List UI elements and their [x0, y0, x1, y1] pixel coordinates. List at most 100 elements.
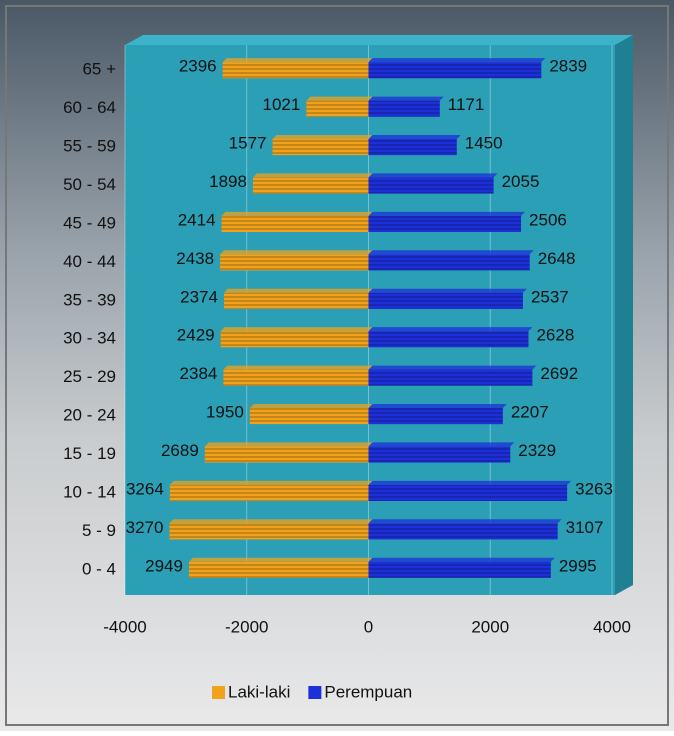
- x-tick-label: -4000: [103, 617, 146, 636]
- value-label: 2537: [531, 287, 569, 306]
- value-label: 3270: [126, 518, 164, 537]
- value-label: 3263: [575, 479, 613, 498]
- bar-top: [369, 97, 444, 101]
- y-tick-label: 15 - 19: [63, 444, 116, 463]
- y-tick-label: 25 - 29: [63, 367, 116, 386]
- y-tick-label: 20 - 24: [63, 406, 116, 425]
- bar-texture: [369, 293, 523, 309]
- value-label: 2839: [549, 57, 587, 76]
- value-label: 1450: [465, 134, 503, 153]
- plot-top: [125, 35, 633, 45]
- bar-top: [369, 481, 572, 485]
- bar-top: [220, 250, 372, 254]
- bar-texture: [369, 331, 529, 347]
- bar-texture: [169, 523, 368, 539]
- value-label: 2689: [161, 441, 199, 460]
- bar-top: [223, 58, 373, 62]
- bar-top: [170, 481, 373, 485]
- bar-texture: [369, 216, 522, 232]
- bar-texture: [369, 446, 511, 462]
- y-tick-label: 10 - 14: [63, 482, 116, 501]
- bar-top: [369, 404, 507, 408]
- value-label: 2329: [518, 441, 556, 460]
- plot-side: [615, 35, 633, 595]
- x-tick-label: 4000: [593, 617, 631, 636]
- bar-texture: [369, 562, 551, 578]
- bar-texture: [170, 485, 369, 501]
- bar-texture: [369, 139, 457, 155]
- bar-texture: [221, 331, 369, 347]
- y-tick-label: 35 - 39: [63, 290, 116, 309]
- bar-texture: [189, 562, 369, 578]
- plot-area: [125, 45, 615, 595]
- value-label: 2374: [180, 287, 218, 306]
- bar-top: [369, 135, 461, 139]
- value-label: 2692: [540, 364, 578, 383]
- bar-texture: [369, 485, 568, 501]
- value-label: 2055: [502, 172, 540, 191]
- value-label: 3107: [566, 518, 604, 537]
- value-label: 2628: [536, 326, 574, 345]
- y-tick-label: 0 - 4: [82, 559, 116, 578]
- bar-texture: [369, 254, 530, 270]
- y-tick-label: 5 - 9: [82, 521, 116, 540]
- bar-top: [369, 58, 546, 62]
- bar-texture: [273, 139, 369, 155]
- bar-texture: [369, 177, 494, 193]
- value-label: 2207: [511, 403, 549, 422]
- value-label: 2648: [538, 249, 576, 268]
- value-label: 2414: [178, 210, 216, 229]
- bar-texture: [369, 62, 542, 78]
- bar-top: [369, 173, 498, 177]
- bar-top: [369, 250, 534, 254]
- value-label: 2384: [180, 364, 218, 383]
- bar-texture: [250, 408, 369, 424]
- bar-top: [221, 327, 373, 331]
- bar-top: [169, 519, 372, 523]
- bar-top: [369, 212, 526, 216]
- bar-top: [369, 558, 555, 562]
- bar-top: [369, 442, 515, 446]
- bar-top: [369, 289, 527, 293]
- bar-top: [369, 366, 537, 370]
- legend-label: Laki-laki: [228, 682, 290, 701]
- bar-texture: [369, 408, 503, 424]
- bar-texture: [369, 523, 558, 539]
- value-label: 3264: [126, 479, 164, 498]
- bar-texture: [220, 254, 368, 270]
- bar-texture: [253, 177, 369, 193]
- value-label: 1950: [206, 403, 244, 422]
- bar-top: [189, 558, 373, 562]
- x-tick-label: 2000: [471, 617, 509, 636]
- legend-swatch: [212, 686, 225, 699]
- value-label: 1171: [448, 95, 485, 114]
- y-tick-label: 50 - 54: [63, 175, 116, 194]
- value-label: 1577: [229, 134, 267, 153]
- legend-label: Perempuan: [324, 682, 412, 701]
- bar-texture: [306, 101, 368, 117]
- bar-texture: [369, 370, 533, 386]
- bar-top: [222, 212, 373, 216]
- value-label: 2949: [145, 556, 183, 575]
- bar-top: [253, 173, 373, 177]
- y-tick-label: 30 - 34: [63, 329, 116, 348]
- y-tick-label: 65 +: [82, 60, 116, 79]
- chart: Laki-laki Perempuan -4000 -2000 0 2000 4000 0 …: [0, 0, 674, 731]
- bar-top: [306, 97, 372, 101]
- value-label: 2396: [179, 57, 217, 76]
- bar-texture: [369, 101, 440, 117]
- value-label: 2429: [177, 326, 215, 345]
- value-label: 2995: [559, 556, 597, 575]
- bar-top: [369, 519, 562, 523]
- x-tick-label: 0: [364, 617, 373, 636]
- bar-top: [223, 366, 372, 370]
- value-label: 2506: [529, 210, 567, 229]
- y-tick-label: 45 - 49: [63, 213, 116, 232]
- x-tick-label: -2000: [225, 617, 268, 636]
- bar-top: [273, 135, 373, 139]
- bar-top: [205, 442, 373, 446]
- bar-texture: [222, 216, 369, 232]
- bar-texture: [223, 370, 368, 386]
- bar-top: [224, 289, 373, 293]
- y-tick-label: 40 - 44: [63, 252, 116, 271]
